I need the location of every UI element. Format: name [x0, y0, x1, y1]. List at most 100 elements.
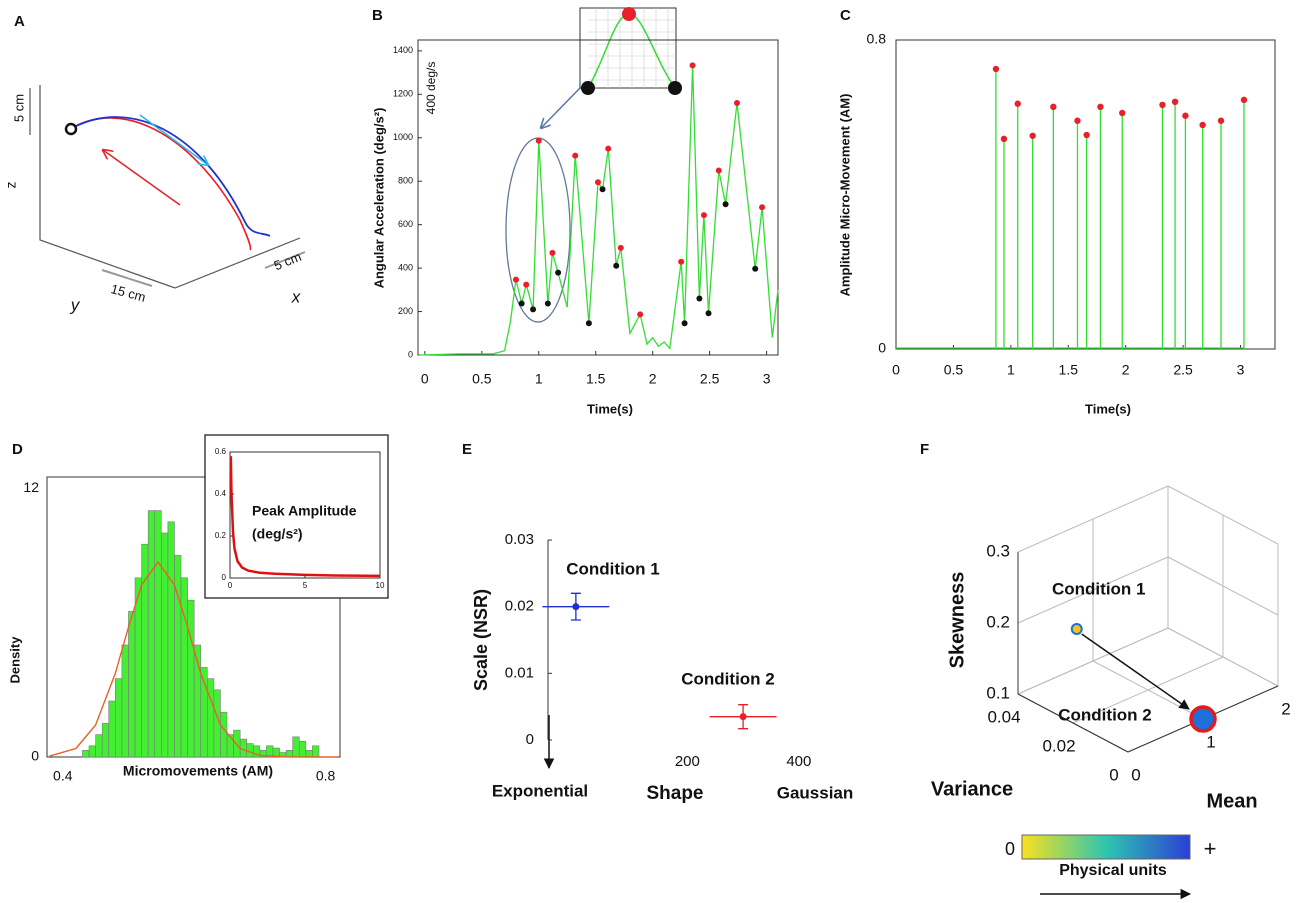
peak-marker — [572, 152, 579, 159]
peak-marker — [759, 204, 766, 211]
y-tick-label: 12 — [23, 479, 39, 495]
x-tick-label: 0.8 — [316, 768, 336, 784]
plot-frame — [417, 39, 779, 356]
direction-arrow — [139, 114, 208, 165]
histogram-bar — [292, 736, 300, 758]
peak-marker — [696, 295, 703, 302]
inset-label: (deg/s²) — [252, 526, 303, 542]
x-tick-label: 2 — [649, 371, 657, 387]
scale-bar — [264, 251, 306, 269]
histogram-bar — [174, 555, 182, 758]
x-tick-label: 1.5 — [586, 371, 606, 387]
axes-frame — [39, 85, 301, 289]
histogram-bar — [167, 521, 175, 758]
x-axis-label: Time(s) — [1085, 401, 1131, 416]
transition-arrow — [1081, 633, 1190, 710]
inset-trough — [581, 81, 595, 95]
x-tick-label: 5 — [303, 581, 308, 590]
y-tick-label: 0.02 — [1042, 736, 1075, 755]
stem-marker — [1050, 103, 1057, 111]
x-tick-label: 400 — [786, 753, 811, 770]
peak-marker — [599, 186, 606, 193]
histogram-bar — [298, 741, 307, 758]
x-tick-label: 1 — [1007, 362, 1015, 378]
y-tick-label: 0.02 — [505, 598, 534, 615]
stem-marker — [1014, 100, 1021, 107]
x-tick-label: 0 — [1131, 765, 1140, 784]
inset-trough — [668, 81, 682, 95]
y-axis-label: Scale (NSR) — [471, 589, 491, 691]
axis-label: x — [291, 287, 301, 306]
histogram-bar — [220, 711, 228, 758]
y-tick-label: 0 — [408, 349, 413, 359]
point — [1189, 705, 1217, 733]
x-tick-label: 2.5 — [1173, 362, 1193, 378]
z-axis-label: Skewness — [946, 572, 968, 669]
histogram-bar — [128, 611, 136, 758]
grid-line — [1072, 656, 1224, 724]
point — [572, 603, 580, 611]
signal-line — [419, 65, 779, 356]
series-label: Condition 2 — [681, 669, 774, 688]
histogram-bar — [187, 599, 195, 758]
z-tick-label: 0.2 — [986, 612, 1010, 631]
x-tick-label: 10 — [376, 581, 385, 590]
histogram-bar — [88, 745, 96, 758]
panel-b-decor — [505, 7, 682, 323]
y-tick-label: 0.04 — [987, 707, 1020, 726]
stem-marker — [1083, 131, 1090, 139]
zoom-arrow — [541, 87, 581, 128]
y-axis-label: Angular Acceleration (deg/s²) — [371, 108, 386, 289]
inset-frame — [204, 434, 389, 599]
y-tick-label: 1400 — [393, 45, 413, 55]
peak-marker — [700, 212, 707, 219]
histogram-bar — [95, 734, 103, 758]
stem-marker — [1097, 103, 1104, 111]
x-tick-label: 0 — [892, 362, 900, 378]
histogram-bar — [82, 749, 90, 758]
stem-marker — [1029, 132, 1036, 139]
z-tick-label: 0.3 — [986, 541, 1010, 560]
start-point — [64, 122, 78, 136]
y-tick-label: 0.6 — [215, 447, 227, 456]
grid-line — [1167, 485, 1279, 545]
peak-marker — [733, 100, 740, 106]
peak-marker — [595, 179, 601, 186]
peak-marker — [555, 269, 562, 276]
x-tick-label: 0 — [228, 581, 233, 590]
colorbar-title: Physical units — [1059, 862, 1167, 879]
peak-marker — [585, 320, 592, 327]
grid-line — [1167, 556, 1279, 616]
grid-line — [1167, 627, 1279, 687]
y-tick-label: 200 — [398, 306, 413, 316]
histogram-bar — [180, 577, 188, 758]
histogram-bar — [305, 749, 313, 758]
panel-letter: E — [462, 441, 472, 458]
histogram-bar — [285, 749, 293, 758]
plot-frame — [895, 39, 1276, 350]
histogram-bar — [154, 510, 162, 758]
inset-peak — [622, 7, 636, 21]
trajectory — [71, 116, 271, 237]
y-tick-label: 1200 — [393, 89, 413, 99]
x-tick-label: 1 — [1206, 732, 1215, 751]
histogram-bar — [161, 532, 169, 758]
x-tick-label: 2.5 — [700, 371, 720, 387]
x-tick-label: 0.4 — [53, 768, 73, 784]
panel-letter: D — [12, 441, 23, 458]
axis-label: y — [70, 295, 81, 314]
peak-marker — [715, 167, 722, 174]
x-axis-label: Time(s) — [587, 401, 633, 416]
scale-label: 5 cm — [272, 249, 304, 273]
panel-letter: A — [14, 13, 25, 30]
y-axis-label: Density — [7, 636, 22, 684]
x-tick-label: 1.5 — [1059, 362, 1079, 378]
inset-label: Peak Amplitude — [252, 503, 357, 519]
histogram-bar — [115, 678, 123, 758]
y-tick-label: 0 — [1109, 765, 1118, 784]
x-axis-label: Shape — [646, 783, 703, 804]
grid-line — [1017, 556, 1169, 624]
grid-line — [1017, 627, 1169, 695]
x-tick-label: 0 — [421, 371, 429, 387]
stem-marker — [1119, 109, 1126, 117]
